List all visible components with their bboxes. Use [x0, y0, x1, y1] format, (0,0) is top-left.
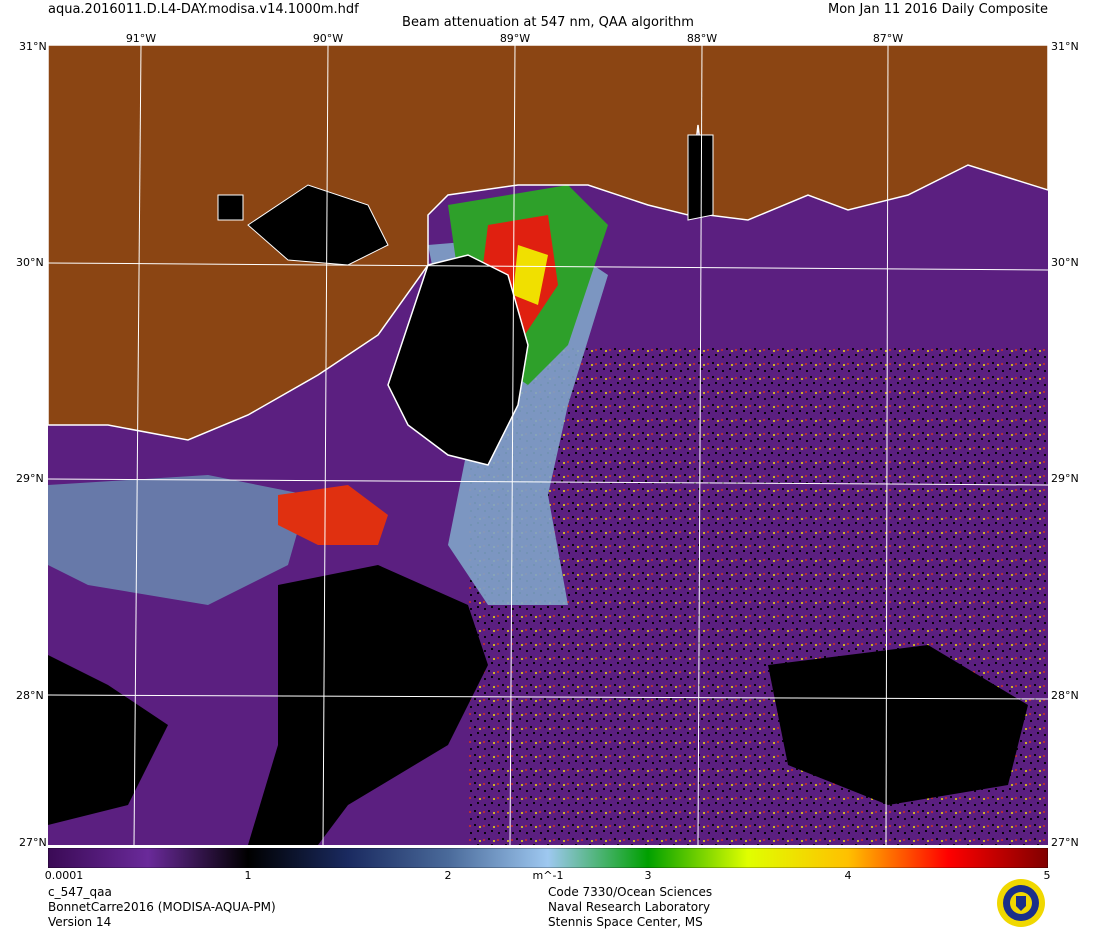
corner-top-left: 31°N [19, 40, 47, 53]
version-label: Version 14 [48, 915, 112, 929]
colorbar-unit: m^-1 [532, 869, 564, 882]
corner-top-right: 31°N [1051, 40, 1079, 53]
color-scale-bar [48, 848, 1048, 868]
org-location: Stennis Space Center, MS [548, 915, 703, 929]
lon-label-90w: 90°W [312, 32, 344, 45]
land-area [48, 45, 1048, 441]
colorbar-tick-3: 3 [644, 869, 652, 882]
lake-maurepas [217, 194, 244, 221]
lat-label-29n-left: 29°N [16, 472, 44, 485]
nrl-seal-logo [997, 879, 1045, 927]
composite-date: Mon Jan 11 2016 Daily Composite [827, 2, 1048, 17]
colorbar-tick-4: 4 [844, 869, 852, 882]
lat-label-28n-left: 28°N [16, 689, 44, 702]
colorbar-tick-0: 0.0001 [44, 869, 84, 882]
corner-bottom-right: 27°N [1051, 836, 1079, 849]
map-title: Beam attenuation at 547 nm, QAA algorith… [402, 15, 694, 30]
dataset-name: BonnetCarre2016 (MODISA-AQUA-PM) [48, 900, 276, 914]
lat-label-30n-right: 30°N [1051, 256, 1079, 269]
nodata-region-southeast [768, 645, 1028, 805]
nodata-region-south [248, 565, 488, 845]
org-name: Naval Research Laboratory [548, 900, 711, 914]
lon-label-91w: 91°W [125, 32, 157, 45]
lat-label-28n-right: 28°N [1051, 689, 1079, 702]
graticule [48, 45, 1048, 845]
mississippi-delta [387, 254, 529, 466]
lake-pontchartrain [247, 184, 389, 266]
file-name: aqua.2016011.D.L4-DAY.modisa.v14.1000m.h… [48, 2, 359, 17]
plume-red-west [278, 485, 388, 545]
lon-label-89w: 89°W [499, 32, 531, 45]
plume-yellow [513, 245, 548, 305]
satellite-map [48, 45, 1048, 845]
colorbar-tick-5: 5 [1043, 869, 1051, 882]
lat-label-30n-left: 30°N [16, 256, 44, 269]
product-name: c_547_qaa [48, 885, 112, 899]
org-code: Code 7330/Ocean Sciences [548, 885, 713, 899]
corner-bottom-left: 27°N [19, 836, 47, 849]
lat-label-29n-right: 29°N [1051, 472, 1079, 485]
plume-blue-west [48, 475, 308, 605]
lon-label-88w: 88°W [686, 32, 718, 45]
nodata-region-west [48, 655, 168, 825]
mobile-bay [687, 134, 714, 221]
color-scale-gradient [48, 848, 1048, 868]
colorbar-tick-1: 1 [244, 869, 252, 882]
colorbar-tick-2: 2 [444, 869, 452, 882]
lon-label-87w: 87°W [872, 32, 904, 45]
